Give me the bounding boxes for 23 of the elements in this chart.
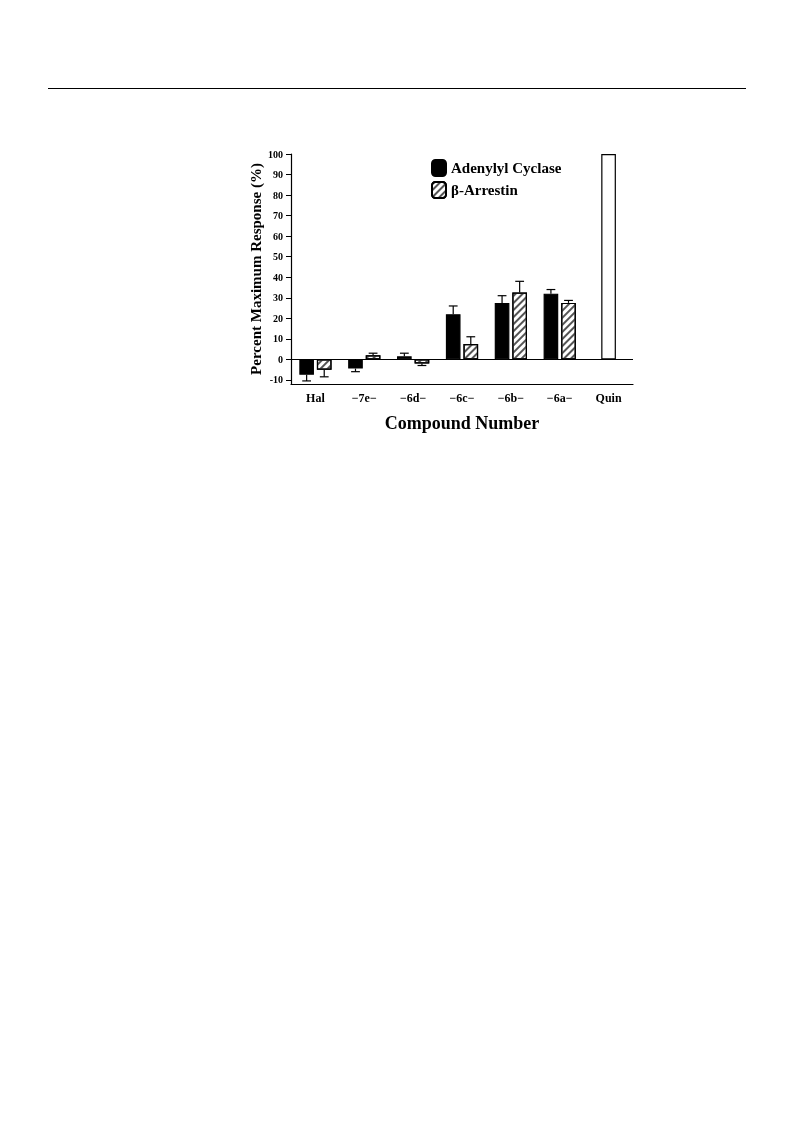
y-tick-label: 40 <box>273 271 283 283</box>
y-tick-label: 0 <box>278 353 283 365</box>
y-tick-label: 10 <box>273 333 283 345</box>
y-tick-label: 50 <box>273 251 283 263</box>
y-tick-label: 20 <box>273 312 283 324</box>
x-tick-label: −6a− <box>546 391 573 405</box>
legend-label: Adenylyl Cyclase <box>451 160 562 176</box>
x-tick-label: −6d− <box>399 391 427 405</box>
y-tick-label: 30 <box>273 292 283 304</box>
y-axis-title: Percent Maximum Response (%) <box>247 163 265 375</box>
x-tick-label: Hal <box>306 391 326 405</box>
x-tick-label: Quin <box>595 391 622 405</box>
y-tick-label: 80 <box>273 189 283 201</box>
x-axis-title: Compound Number <box>384 413 540 433</box>
legend-label: β-Arrestin <box>451 182 519 198</box>
y-tick-label: 100 <box>268 148 283 160</box>
x-tick-label: −6b− <box>497 391 525 405</box>
y-tick-label: -10 <box>269 374 283 386</box>
y-tick-label: 60 <box>273 230 283 242</box>
y-tick-label: 90 <box>273 169 283 181</box>
y-tick-label: 70 <box>273 210 283 222</box>
x-tick-label: −6c− <box>449 391 475 405</box>
x-tick-label: −7e− <box>351 391 377 405</box>
